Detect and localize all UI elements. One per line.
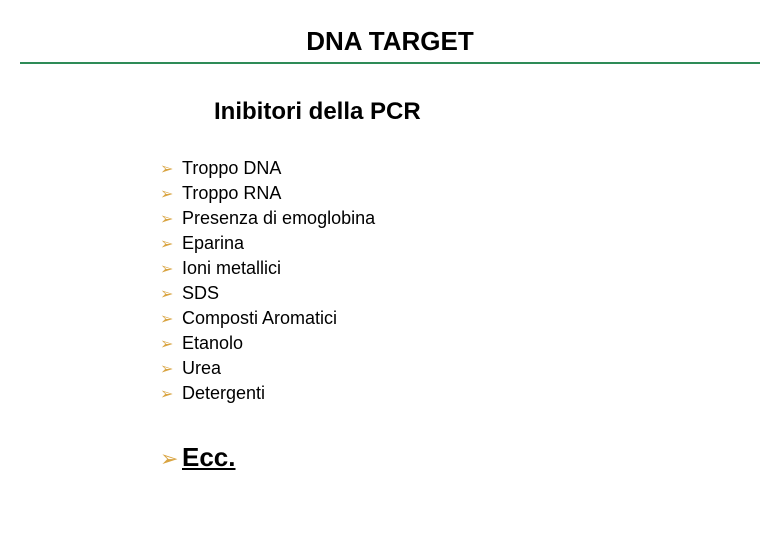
slide: DNA TARGET Inibitori della PCR ➢ Troppo … — [0, 0, 780, 540]
chevron-right-icon: ➢ — [160, 237, 182, 253]
subtitle: Inibitori della PCR — [214, 98, 421, 126]
list-item: ➢ Presenza di emoglobina — [160, 208, 375, 229]
list-item-label: Composti Aromatici — [182, 308, 337, 329]
title-rule — [20, 62, 760, 64]
list-item: ➢ Troppo RNA — [160, 183, 375, 204]
chevron-right-icon: ➢ — [160, 287, 182, 303]
chevron-right-icon: ➢ — [160, 187, 182, 203]
final-item-label: Ecc. — [182, 442, 236, 473]
chevron-right-icon: ➢ — [160, 448, 182, 470]
list-item: ➢ SDS — [160, 283, 375, 304]
list-item: ➢ Composti Aromatici — [160, 308, 375, 329]
inhibitor-list: ➢ Troppo DNA ➢ Troppo RNA ➢ Presenza di … — [160, 158, 375, 408]
list-item: ➢ Eparina — [160, 233, 375, 254]
list-item-label: Presenza di emoglobina — [182, 208, 375, 229]
list-item-label: Troppo DNA — [182, 158, 281, 179]
list-item-label: Urea — [182, 358, 221, 379]
list-item-label: SDS — [182, 283, 219, 304]
list-item: ➢ Etanolo — [160, 333, 375, 354]
page-title: DNA TARGET — [0, 26, 780, 57]
chevron-right-icon: ➢ — [160, 162, 182, 178]
chevron-right-icon: ➢ — [160, 337, 182, 353]
chevron-right-icon: ➢ — [160, 387, 182, 403]
chevron-right-icon: ➢ — [160, 362, 182, 378]
list-item: ➢ Ioni metallici — [160, 258, 375, 279]
chevron-right-icon: ➢ — [160, 262, 182, 278]
final-item: ➢ Ecc. — [160, 442, 236, 473]
list-item: ➢ Detergenti — [160, 383, 375, 404]
list-item-label: Detergenti — [182, 383, 265, 404]
list-item: ➢ Troppo DNA — [160, 158, 375, 179]
chevron-right-icon: ➢ — [160, 212, 182, 228]
list-item: ➢ Urea — [160, 358, 375, 379]
chevron-right-icon: ➢ — [160, 312, 182, 328]
list-item-label: Troppo RNA — [182, 183, 281, 204]
list-item-label: Eparina — [182, 233, 244, 254]
list-item-label: Ioni metallici — [182, 258, 281, 279]
list-item-label: Etanolo — [182, 333, 243, 354]
